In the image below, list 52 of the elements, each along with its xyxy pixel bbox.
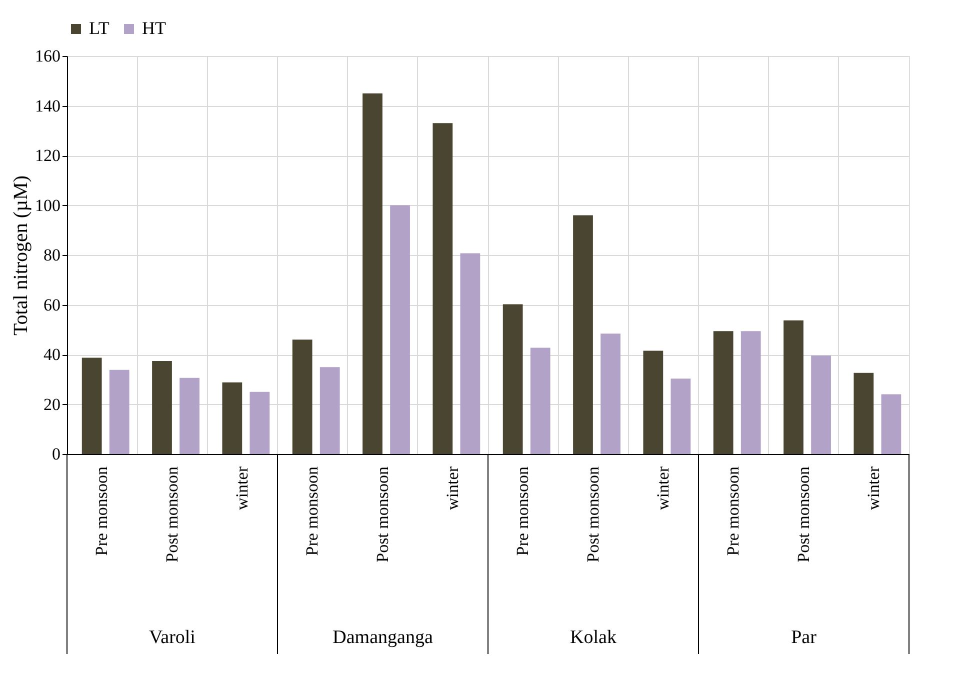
legend-label: HT — [142, 18, 166, 38]
text: Kolak — [570, 627, 617, 648]
x-tick-label: winter — [653, 466, 672, 510]
bar — [530, 348, 550, 454]
y-tick-label: 0 — [52, 444, 60, 464]
y-tick-label: 120 — [35, 146, 60, 165]
bar — [600, 334, 620, 454]
x-tick-label: winter — [232, 466, 252, 510]
text: Par — [791, 627, 818, 648]
bar — [881, 394, 902, 454]
y-tick-label: 160 — [35, 46, 60, 66]
x-tick-label: Post monsoon — [372, 466, 392, 562]
y-tick-label: 80 — [44, 246, 60, 264]
bar — [784, 320, 804, 454]
bar — [740, 331, 761, 454]
text: Varoli — [149, 627, 196, 648]
y-axis-title: Total nitrogen (µM) — [10, 175, 32, 336]
bar — [713, 331, 734, 454]
bar — [432, 123, 453, 454]
bar — [180, 378, 200, 454]
x-tick-label: Pre monsoon — [302, 466, 322, 556]
y-tick-label: 100 — [35, 196, 60, 215]
bar — [362, 93, 382, 454]
bar — [502, 304, 523, 454]
bar — [250, 392, 270, 454]
y-tick-label: 140 — [35, 96, 60, 116]
bar — [854, 372, 874, 454]
bar — [390, 205, 410, 454]
y-tick-label: 60 — [44, 295, 60, 314]
y-tick-label: 20 — [44, 394, 60, 414]
x-tick-label: winter — [442, 466, 462, 510]
bar — [292, 340, 312, 454]
bar — [109, 370, 130, 454]
legend-label: LT — [89, 18, 110, 38]
x-tick-label: winter — [864, 466, 883, 510]
bar — [643, 350, 664, 454]
bar — [320, 367, 340, 454]
bar — [573, 215, 593, 454]
bar — [222, 382, 242, 454]
y-tick-label: 40 — [44, 345, 60, 364]
bar — [670, 378, 691, 454]
x-tick-label: Post monsoon — [583, 466, 602, 562]
x-tick-label: Pre monsoon — [92, 466, 112, 556]
x-tick-label: Pre monsoon — [724, 466, 743, 556]
bar — [460, 253, 480, 454]
x-tick-label: Post monsoon — [162, 466, 182, 562]
x-tick-label: Pre monsoon — [513, 466, 532, 556]
text: Damanganga — [332, 627, 434, 648]
bar — [152, 360, 172, 454]
x-tick-label: Post monsoon — [794, 466, 813, 562]
bar — [82, 358, 102, 454]
bar — [811, 355, 831, 454]
